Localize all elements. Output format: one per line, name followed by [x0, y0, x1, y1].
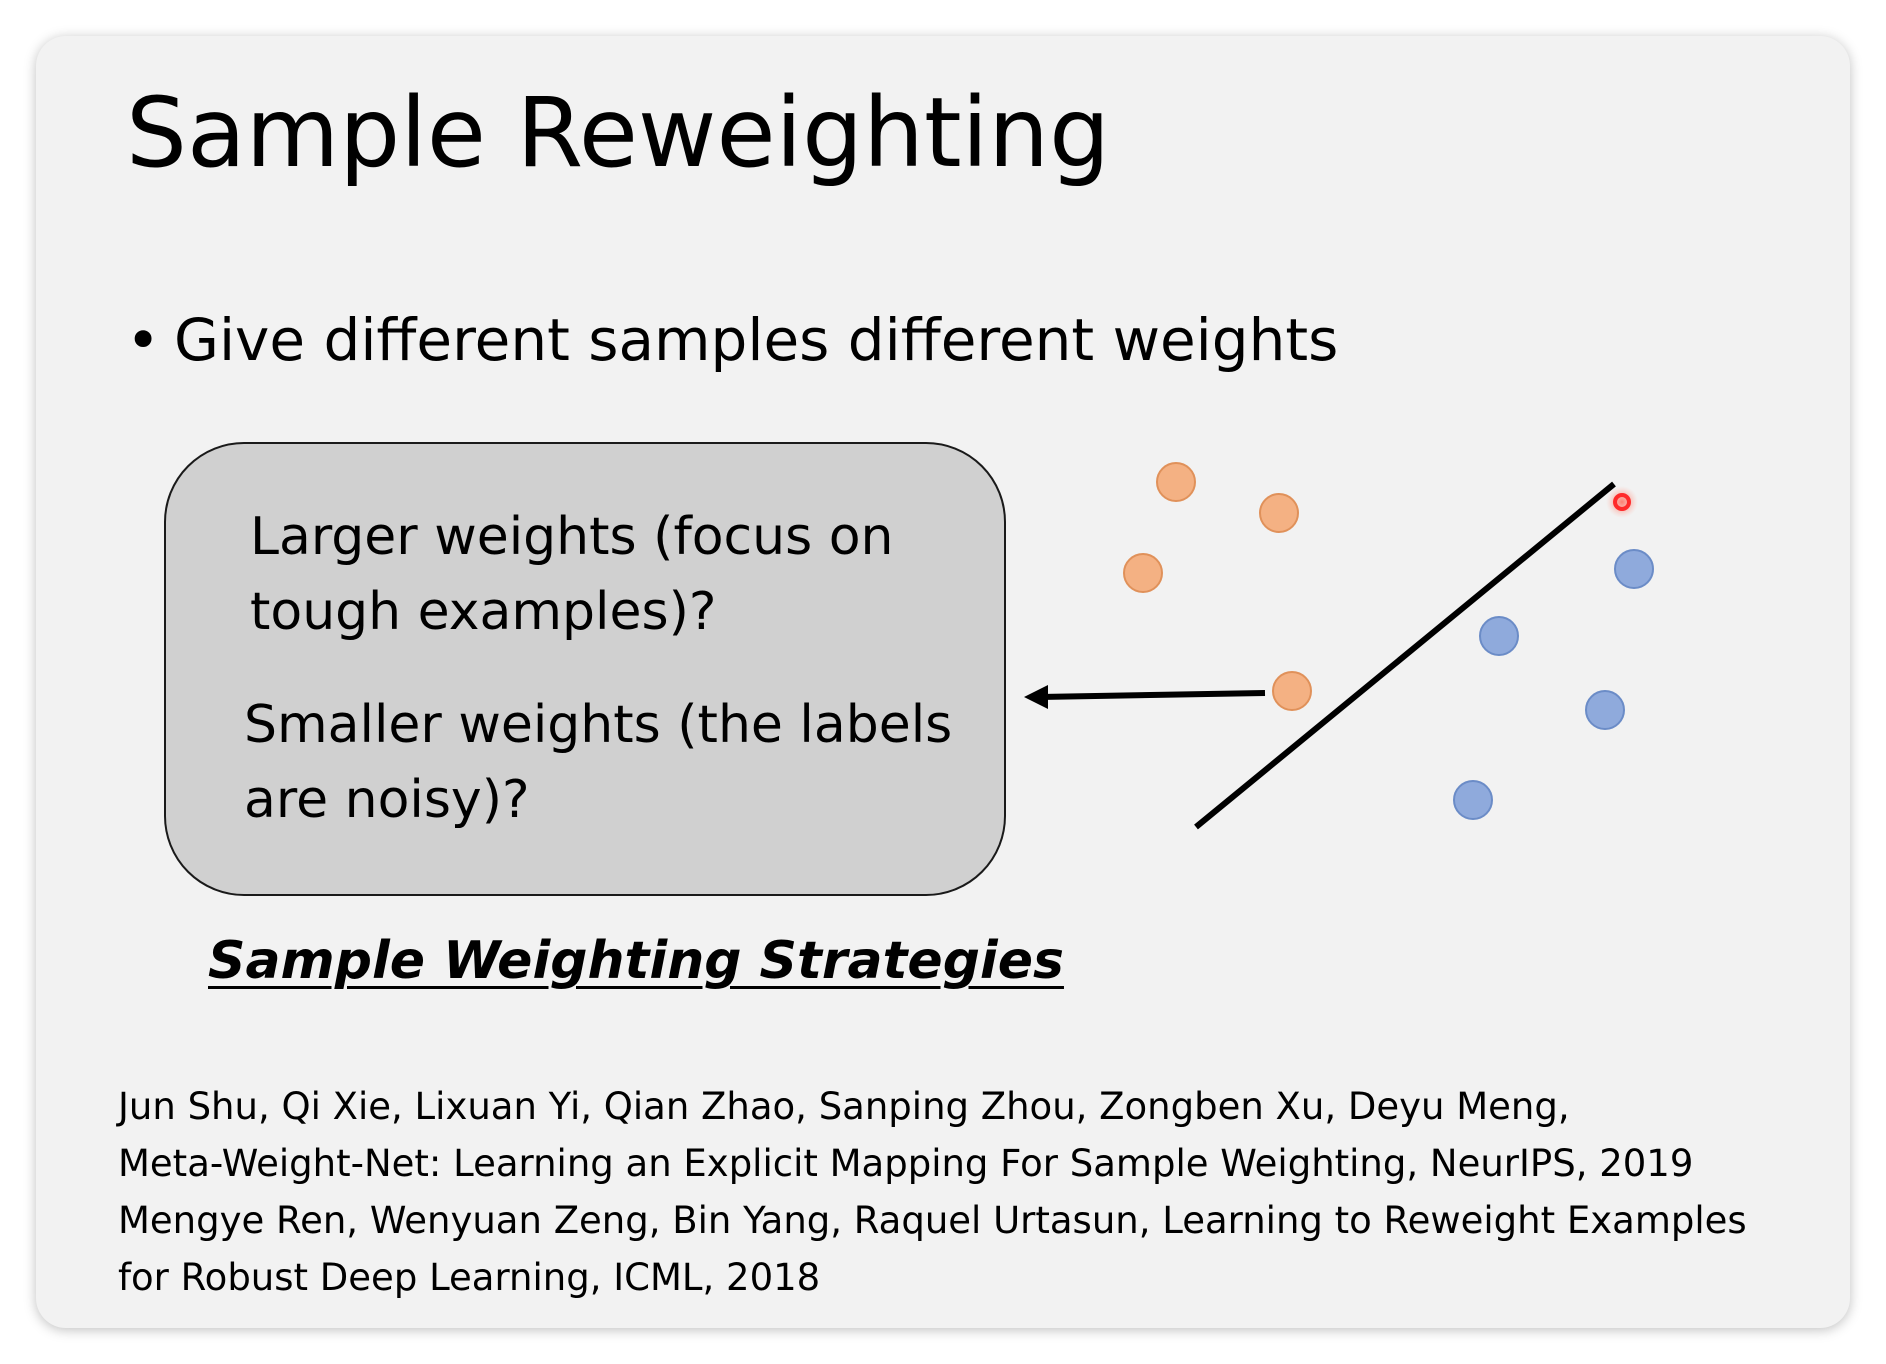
class-b-sample — [1614, 549, 1654, 589]
arrow-left-icon — [1024, 685, 1266, 709]
bullet-item: • Give different samples different weight… — [126, 306, 1338, 376]
laser-pointer-icon — [1606, 486, 1638, 518]
slide: Sample Reweighting • Give different sampl… — [36, 36, 1850, 1328]
slide-title: Sample Reweighting — [126, 77, 1111, 189]
reference-line: Meta-Weight-Net: Learning an Explicit Ma… — [118, 1142, 1694, 1185]
class-a-sample — [1156, 462, 1196, 502]
reference-line: Jun Shu, Qi Xie, Lixuan Yi, Qian Zhao, S… — [118, 1085, 1570, 1128]
class-b-samples — [1453, 549, 1654, 820]
larger-weights-text: Larger weights (focus on tough examples)… — [250, 507, 894, 642]
bullet-text: Give different samples different weights — [174, 306, 1339, 374]
class-a-samples — [1123, 462, 1312, 711]
references: Jun Shu, Qi Xie, Lixuan Yi, Qian Zhao, S… — [118, 1078, 1838, 1306]
strategies-caption: Sample Weighting Strategies — [208, 931, 1064, 991]
decision-boundary-line — [1194, 481, 1616, 830]
class-a-sample — [1123, 553, 1163, 593]
bullet-symbol: • — [126, 306, 161, 374]
reference-line: Mengye Ren, Wenyuan Zeng, Bin Yang, Raqu… — [118, 1199, 1747, 1242]
weighting-question-box: Larger weights (focus on tough examples)… — [164, 442, 1006, 896]
noisy-class-a-sample — [1272, 671, 1312, 711]
reference-line: for Robust Deep Learning, ICML, 2018 — [118, 1256, 821, 1299]
class-b-sample — [1585, 690, 1625, 730]
smaller-weights-text: Smaller weights (the labels are noisy)? — [244, 695, 953, 830]
class-b-sample — [1453, 780, 1493, 820]
class-b-sample — [1479, 616, 1519, 656]
sample-scatter-diagram — [1024, 462, 1654, 830]
class-a-sample — [1259, 493, 1299, 533]
